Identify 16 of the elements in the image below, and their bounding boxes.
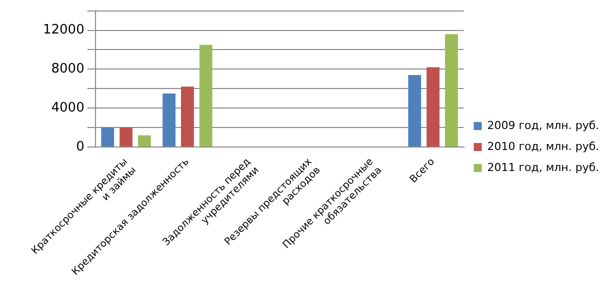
y-tick-label: 4000 (51, 100, 84, 116)
legend-label: 2011 год, млн. руб. (487, 160, 600, 174)
y-tick-label: 8000 (51, 62, 84, 77)
y-tick-label: 12000 (42, 22, 84, 38)
bar (426, 67, 440, 146)
y-tick-label: 0 (76, 139, 84, 154)
bar (445, 34, 458, 146)
bar (199, 44, 212, 146)
bar (101, 128, 114, 146)
bar (138, 135, 151, 146)
legend-label: 2010 год, млн. руб. (487, 140, 600, 153)
bar (162, 93, 176, 146)
legend-label: 2009 год, млн. руб. (487, 118, 600, 132)
bar (120, 128, 132, 146)
bar (408, 75, 422, 146)
bar (181, 86, 194, 146)
